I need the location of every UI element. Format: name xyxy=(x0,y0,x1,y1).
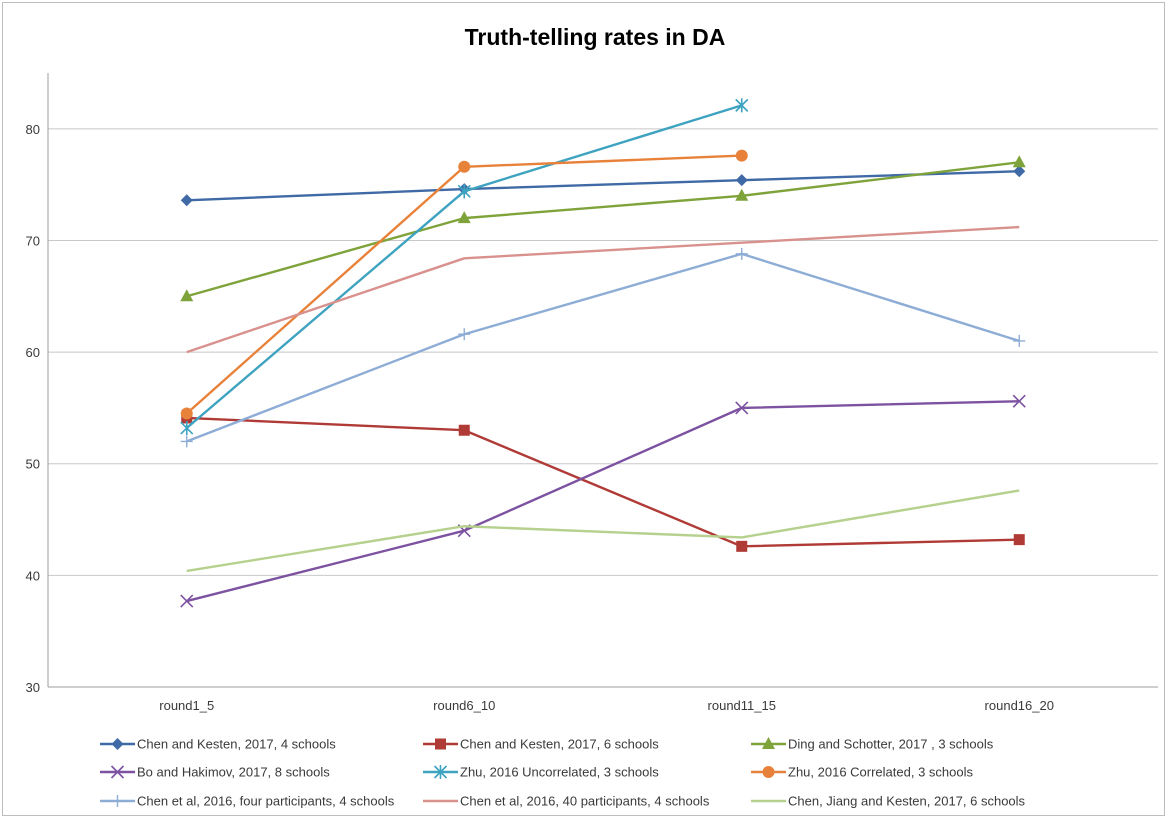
series-8 xyxy=(186,489,1020,573)
series-6 xyxy=(180,247,1026,448)
series-5 xyxy=(180,149,748,420)
legend-label: Zhu, 2016 Uncorrelated, 3 schools xyxy=(460,765,659,780)
series-2 xyxy=(180,155,1026,302)
x-tick-label: round16_20 xyxy=(985,698,1054,713)
data-point xyxy=(735,401,749,415)
legend-item: Chen and Kesten, 2017, 4 schools xyxy=(100,737,336,752)
legend-item: Bo and Hakimov, 2017, 8 schools xyxy=(100,765,330,780)
legend-marker xyxy=(111,738,124,750)
legend-item: Zhu, 2016 Uncorrelated, 3 schools xyxy=(423,765,659,780)
y-tick-label: 60 xyxy=(26,345,40,360)
data-point xyxy=(458,328,471,341)
legend: Chen and Kesten, 2017, 4 schools Chen and… xyxy=(100,737,1026,809)
series-line xyxy=(186,161,1020,298)
legend-label: Chen and Kesten, 2017, 4 schools xyxy=(137,737,336,752)
series-7 xyxy=(186,225,1020,354)
x-tick-label: round6_10 xyxy=(433,698,495,713)
x-tick-label: round11_15 xyxy=(708,698,776,713)
legend-label: Chen and Kesten, 2017, 6 schools xyxy=(460,737,659,752)
series-line xyxy=(186,489,1020,573)
legend-label: Chen et al, 2016, four participants, 4 s… xyxy=(137,794,395,809)
data-point xyxy=(735,174,748,187)
legend-marker xyxy=(435,738,446,750)
legend-label: Chen et al, 2016, 40 participants, 4 sch… xyxy=(460,794,710,809)
data-point xyxy=(1013,534,1025,546)
data-point xyxy=(735,149,748,162)
series-4 xyxy=(180,98,749,436)
y-tick-label: 50 xyxy=(26,457,40,472)
legend-marker xyxy=(433,765,448,779)
data-point xyxy=(458,160,471,173)
chart-title: Truth-telling rates in DA xyxy=(465,24,726,50)
legend-label: Bo and Hakimov, 2017, 8 schools xyxy=(137,765,330,780)
legend-item: Ding and Schotter, 2017 , 3 schools xyxy=(751,737,994,752)
data-point xyxy=(1012,155,1026,168)
series-layer xyxy=(180,98,1026,608)
series-line xyxy=(186,416,1020,548)
legend-marker xyxy=(762,737,775,749)
legend-label: Ding and Schotter, 2017 , 3 schools xyxy=(788,737,994,752)
legend-item: Chen and Kesten, 2017, 6 schools xyxy=(423,737,659,752)
legend-item: Chen, Jiang and Kesten, 2017, 6 schools xyxy=(751,794,1026,809)
y-tick-label: 40 xyxy=(26,568,40,583)
legend-marker xyxy=(762,766,775,778)
legend-marker xyxy=(110,765,125,779)
series-line xyxy=(186,400,1020,603)
legend-marker xyxy=(111,795,124,807)
gridlines xyxy=(48,128,1158,576)
y-tick-label: 80 xyxy=(26,122,40,137)
legend-item: Chen et al, 2016, 40 participants, 4 sch… xyxy=(423,794,710,809)
series-line xyxy=(185,104,743,429)
series-0 xyxy=(180,165,1026,207)
data-point xyxy=(736,540,748,552)
y-tick-label: 30 xyxy=(26,680,40,695)
data-point xyxy=(180,435,193,448)
data-point xyxy=(1012,394,1026,408)
legend-item: Chen et al, 2016, four participants, 4 s… xyxy=(100,794,395,809)
series-line xyxy=(186,170,1020,202)
data-point xyxy=(457,211,471,224)
data-point xyxy=(180,194,193,207)
data-point xyxy=(735,98,749,113)
series-line xyxy=(186,252,1020,443)
y-tick-label: 70 xyxy=(26,233,40,248)
data-point xyxy=(735,188,749,201)
x-tick-label: round1_5 xyxy=(159,698,214,713)
series-line xyxy=(186,225,1020,354)
data-point xyxy=(457,184,471,199)
data-point xyxy=(1013,165,1026,178)
legend-label: Chen, Jiang and Kesten, 2017, 6 schools xyxy=(788,794,1026,809)
legend-label: Zhu, 2016 Correlated, 3 schools xyxy=(788,765,973,780)
data-point xyxy=(180,407,193,420)
legend-item: Zhu, 2016 Correlated, 3 schools xyxy=(751,765,973,780)
data-point xyxy=(1013,334,1026,347)
data-point xyxy=(458,424,470,436)
data-point xyxy=(735,247,748,260)
data-point xyxy=(180,594,194,608)
data-point xyxy=(180,289,194,302)
axes: 30 40 50 60 70 80 round1_5 round6_10 round11_15 r… xyxy=(26,73,1158,713)
data-point xyxy=(180,421,194,436)
